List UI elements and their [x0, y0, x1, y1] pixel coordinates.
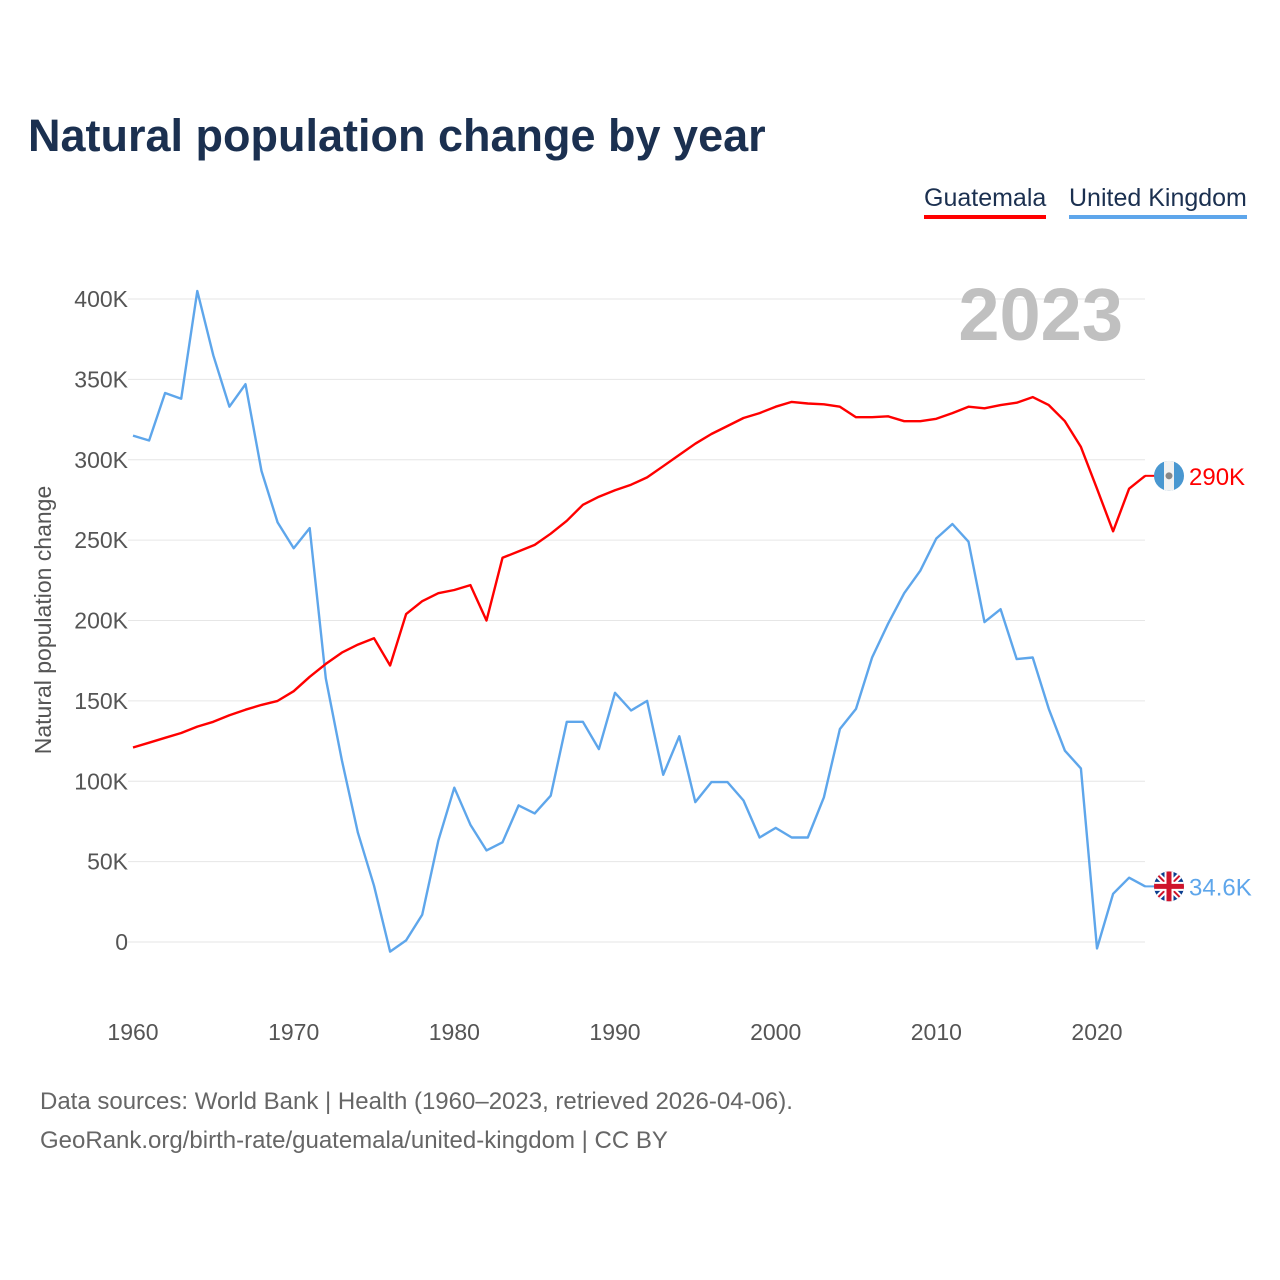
chart-title: Natural population change by year — [28, 110, 766, 161]
series-line-guatemala — [132, 395, 1146, 749]
y-tick-label: 50K — [87, 849, 129, 875]
guatemala-flag-icon — [1154, 460, 1184, 491]
uk-flag-icon — [1154, 871, 1184, 902]
end-value-label: 34.6K — [1189, 874, 1252, 901]
y-tick-label: 100K — [74, 768, 128, 794]
footer-attribution[interactable]: GeoRank.org/birth-rate/guatemala/united-… — [40, 1127, 668, 1154]
y-tick-label: 350K — [74, 366, 128, 392]
x-tick-label: 2010 — [911, 1019, 962, 1045]
x-tick-label: 2000 — [750, 1019, 801, 1045]
legend-item-united-kingdom[interactable]: United Kingdom — [1069, 184, 1247, 219]
y-tick-label: 150K — [74, 688, 128, 714]
y-tick-label: 0 — [115, 929, 128, 955]
series-line-united-kingdom — [132, 289, 1146, 953]
x-tick-label: 2020 — [1071, 1019, 1122, 1045]
y-tick-label: 250K — [74, 527, 128, 553]
y-axis-label: Natural population change — [30, 486, 56, 755]
current-year-label: 2023 — [958, 273, 1123, 356]
y-tick-label: 400K — [74, 286, 128, 312]
x-tick-label: 1980 — [429, 1019, 480, 1045]
legend-item-guatemala[interactable]: Guatemala — [924, 184, 1047, 219]
y-tick-label: 300K — [74, 447, 128, 473]
x-tick-label: 1970 — [268, 1019, 319, 1045]
x-tick-label: 1960 — [107, 1019, 158, 1045]
end-value-label: 290K — [1189, 464, 1245, 491]
y-tick-label: 200K — [74, 608, 128, 634]
x-tick-label: 1990 — [589, 1019, 640, 1045]
footer-sources: Data sources: World Bank | Health (1960–… — [40, 1088, 793, 1115]
